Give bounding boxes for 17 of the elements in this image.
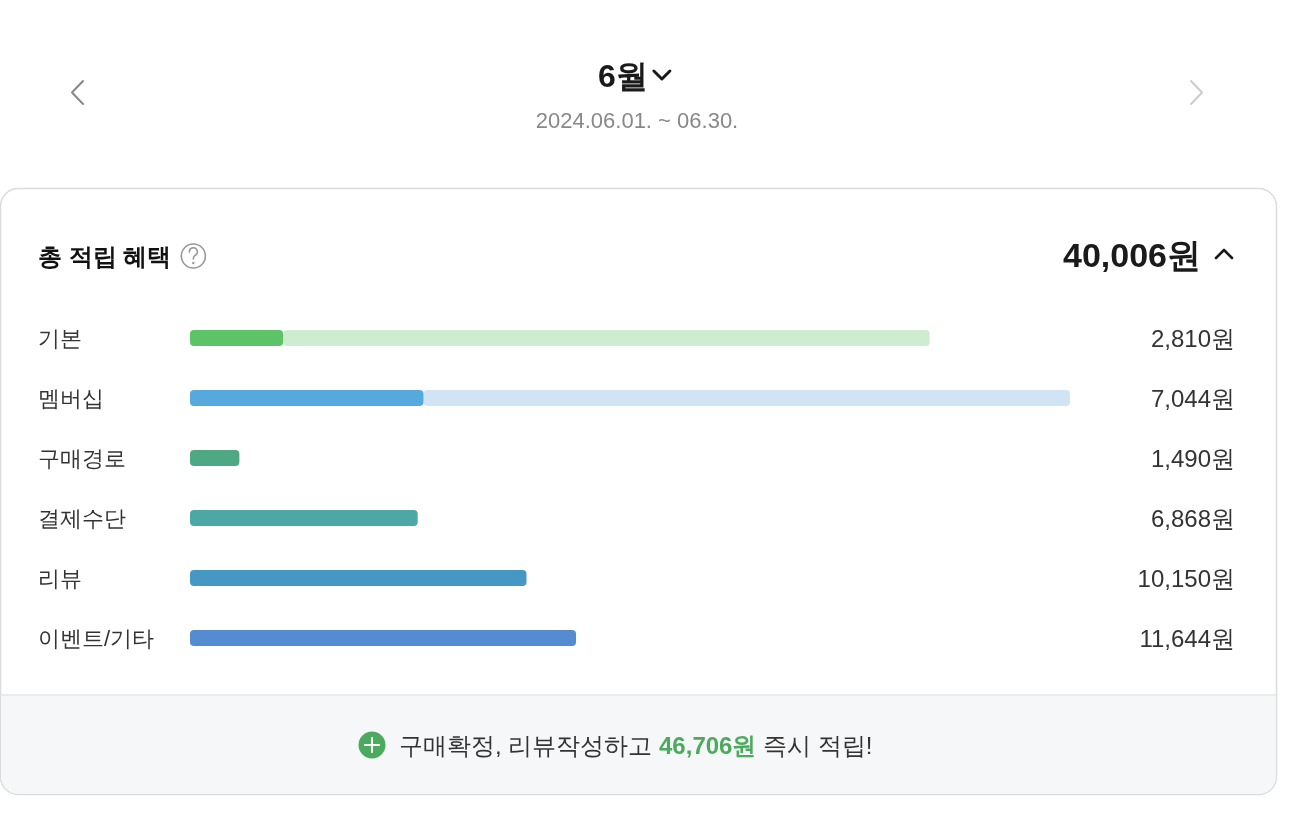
category-label: 멤버십 (38, 386, 104, 411)
value-label: 10,150원 (1137, 565, 1235, 592)
category-label: 구매경로 (38, 446, 126, 471)
subtitle: 2024.06.01. ~ 06.30. (535, 108, 739, 133)
value-label: 1,490원 (1150, 445, 1235, 472)
annotation: 40,006원 (1063, 236, 1201, 274)
value-label: 6,868원 (1150, 505, 1235, 532)
category-label: 리뷰 (38, 566, 82, 591)
title: 6월 (598, 58, 648, 94)
value-label: 11,644원 (1139, 625, 1235, 652)
value-label: 2,810원 (1150, 325, 1235, 352)
annotation: 총 적립 혜택 (38, 243, 172, 270)
category-label: 결제수단 (38, 506, 126, 531)
annotation: 구매확정, 리뷰작성하고 46,706원 즉시 적립! (399, 732, 873, 759)
category-label: 이벤트/기타 (38, 626, 155, 651)
category-label: 기본 (38, 326, 82, 351)
value-label: 7,044원 (1150, 385, 1235, 412)
